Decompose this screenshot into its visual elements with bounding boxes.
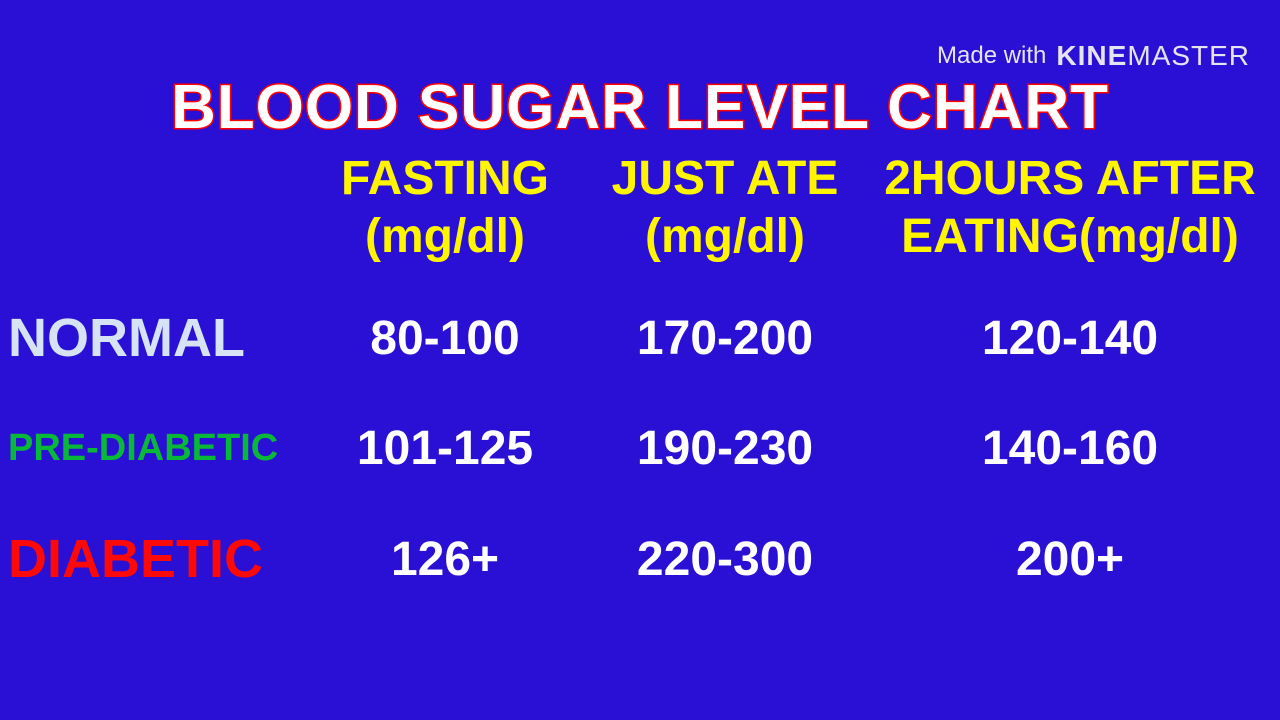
watermark-brand-bold: KINE [1056,40,1127,71]
cell-normal-justate: 170-200 [590,311,860,366]
header-after-line2: EATING(mg/dl) [860,208,1280,266]
header-after-line1: 2HOURS AFTER [860,150,1280,208]
cell-diabetic-justate: 220-300 [590,532,860,587]
header-fasting-line1: FASTING [300,150,590,208]
watermark-prefix: Made with [937,42,1046,70]
table-header-row: FASTING (mg/dl) JUST ATE (mg/dl) 2HOURS … [0,150,1280,265]
chart-title: BLOOD SUGAR LEVEL CHART [171,72,1109,143]
cell-pre-fasting: 101-125 [300,421,590,476]
cell-normal-fasting: 80-100 [300,311,590,366]
table-row: DIABETIC 126+ 220-300 200+ [0,528,1280,590]
header-justate: JUST ATE (mg/dl) [590,150,860,265]
watermark-brand-light: MASTER [1127,40,1250,71]
watermark: Made with KINEMASTER [937,40,1250,72]
cell-normal-after: 120-140 [860,311,1280,366]
watermark-brand: KINEMASTER [1056,40,1250,72]
blood-sugar-table: FASTING (mg/dl) JUST ATE (mg/dl) 2HOURS … [0,150,1280,642]
cell-pre-justate: 190-230 [590,421,860,476]
header-after: 2HOURS AFTER EATING(mg/dl) [860,150,1280,265]
row-label-normal: NORMAL [0,307,300,369]
header-justate-line1: JUST ATE [590,150,860,208]
header-justate-line2: (mg/dl) [590,208,860,266]
header-fasting: FASTING (mg/dl) [300,150,590,265]
header-fasting-line2: (mg/dl) [300,208,590,266]
row-label-diabetic: DIABETIC [0,528,300,590]
cell-diabetic-fasting: 126+ [300,532,590,587]
table-row: NORMAL 80-100 170-200 120-140 [0,307,1280,369]
table-body: NORMAL 80-100 170-200 120-140 PRE-DIABET… [0,307,1280,590]
table-row: PRE-DIABETIC 101-125 190-230 140-160 [0,421,1280,476]
cell-diabetic-after: 200+ [860,532,1280,587]
cell-pre-after: 140-160 [860,421,1280,476]
row-label-prediabetic: PRE-DIABETIC [0,427,300,470]
